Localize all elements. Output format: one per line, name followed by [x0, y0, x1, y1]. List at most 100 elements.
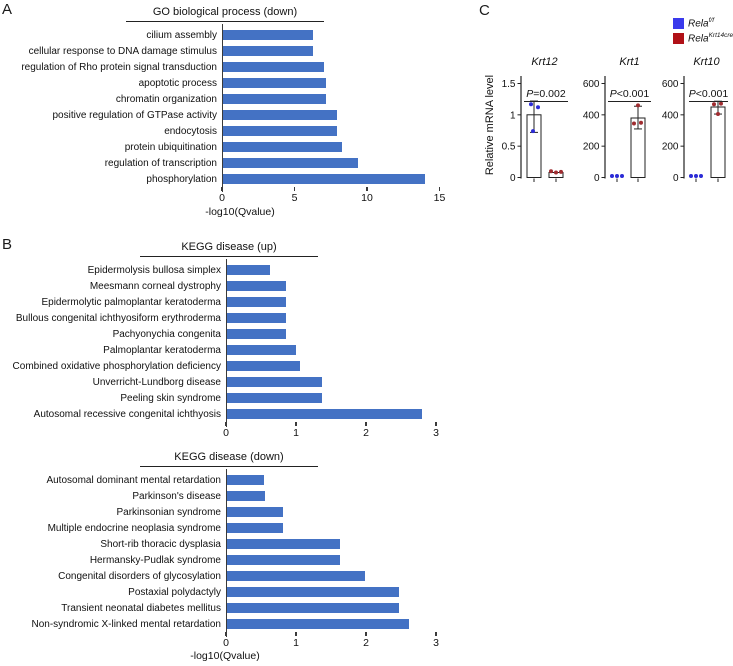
- bar-row: Palmoplantar keratoderma: [0, 342, 438, 358]
- bar-row: regulation of Rho protein signal transdu…: [0, 59, 442, 75]
- x-axis-tick-label: 5: [291, 192, 298, 204]
- bar-category-label: Parkinsonian syndrome: [116, 506, 222, 518]
- bar: [226, 555, 341, 565]
- mean-bar: [710, 106, 726, 178]
- panel-a-label: A: [2, 1, 13, 18]
- legend-swatch: [673, 32, 684, 44]
- bar-row: Non-syndromic X-linked mental retardatio…: [0, 616, 438, 632]
- go-down-x-axis: 0 5 10 15: [0, 187, 460, 209]
- bar-track: [222, 27, 442, 43]
- y-axis-tick-label: 0: [673, 173, 679, 184]
- bar-track: [226, 342, 438, 358]
- bar: [226, 539, 341, 549]
- bar-row: chromatin organization: [0, 91, 442, 107]
- x-axis-tick-label: 2: [363, 637, 369, 649]
- kegg-up-bar-rows: Epidermolysis bullosa simplex Meesmann co…: [0, 259, 438, 427]
- bar-track: [226, 326, 438, 342]
- bar-category-label: cilium assembly: [146, 29, 217, 41]
- bar-category-label: Epidermolytic palmoplantar keratoderma: [41, 296, 221, 308]
- x-axis-tick: [225, 422, 227, 426]
- bar-track: [226, 504, 438, 520]
- data-point: [559, 169, 563, 174]
- bar-row: Epidermolytic palmoplantar keratoderma: [0, 294, 438, 310]
- bar: [226, 475, 264, 485]
- bar-row: protein ubiquitination: [0, 139, 442, 155]
- bar-category-label: positive regulation of GTPase activity: [52, 109, 217, 121]
- bar-category-label: Parkinson's disease: [132, 490, 221, 502]
- bar: [222, 78, 327, 88]
- subplot-title-krt1: Krt1: [619, 56, 640, 68]
- bar-row: cilium assembly: [0, 27, 442, 43]
- chart-title-go-down: GO biological process (down): [126, 6, 324, 22]
- bar-category-label: chromatin organization: [115, 93, 217, 105]
- y-axis-tick-label: 600: [662, 79, 679, 90]
- bar-track: [222, 91, 442, 107]
- data-point: [694, 174, 698, 178]
- data-point: [536, 105, 540, 110]
- y-axis-tick-label: 400: [662, 110, 679, 121]
- x-axis-tick: [435, 632, 437, 636]
- bar: [222, 46, 314, 56]
- y-axis-tick-label: 0: [594, 173, 600, 184]
- bar: [226, 345, 296, 355]
- bar: [226, 523, 284, 533]
- y-axis-tick-label: 0.5: [502, 142, 516, 153]
- x-axis-tick-label: 15: [433, 192, 446, 204]
- bar: [226, 603, 399, 613]
- bar-category-label: Hermansky-Pudlak syndrome: [89, 554, 221, 566]
- panel-b-label: B: [2, 236, 13, 253]
- bar-row: Multiple endocrine neoplasia syndrome: [0, 520, 438, 536]
- bar-track: [222, 59, 442, 75]
- x-axis-tick-label: 1: [293, 427, 299, 439]
- x-axis-tick-label: 0: [223, 637, 229, 649]
- legend-item: RelaKrt14cre: [673, 32, 733, 45]
- p-value-symbol: P: [610, 88, 617, 100]
- bar: [222, 174, 425, 184]
- bar-category-label: Combined oxidative phosphorylation defic…: [12, 360, 221, 372]
- x-axis-tick-label: 0: [219, 192, 225, 204]
- x-axis-tick-label: 10: [361, 192, 373, 204]
- bar-row: Transient neonatal diabetes mellitus: [0, 600, 438, 616]
- bar-category-label: Short-rib thoracic dysplasia: [100, 538, 221, 550]
- bar-row: Postaxial polydactyly: [0, 584, 438, 600]
- bar-category-label: protein ubiquitination: [124, 141, 217, 153]
- bar-row: Bullous congenital ichthyosiform erythro…: [0, 310, 438, 326]
- bar-track: [226, 262, 438, 278]
- bar-track: [226, 278, 438, 294]
- bar-category-label: regulation of transcription: [104, 157, 217, 169]
- bar-track: [226, 536, 438, 552]
- bar-category-label: Non-syndromic X-linked mental retardatio…: [31, 618, 221, 630]
- bar-track: [226, 472, 438, 488]
- x-axis-tick: [438, 187, 441, 191]
- data-point: [554, 170, 558, 175]
- panel-c-label: C: [479, 2, 491, 19]
- x-axis-tick: [365, 422, 367, 426]
- y-axis-tick-label: 200: [662, 142, 679, 153]
- bar-category-label: Peeling skin syndrome: [120, 392, 221, 404]
- bar-row: Parkinsonian syndrome: [0, 504, 438, 520]
- bar-track: [226, 406, 438, 422]
- bar-row: Pachyonychia congenita: [0, 326, 438, 342]
- bar-category-label: endocytosis: [164, 125, 217, 137]
- bar: [226, 507, 283, 517]
- bar-category-label: Autosomal recessive congenital ichthyosi…: [33, 408, 221, 420]
- bar-track: [222, 139, 442, 155]
- bar: [222, 62, 324, 72]
- data-point: [529, 102, 533, 107]
- bar-row: Unverricht-Lundborg disease: [0, 374, 438, 390]
- bar-track: [226, 358, 438, 374]
- y-axis-line: [226, 469, 228, 637]
- y-axis-tick-label: 1.5: [502, 79, 516, 90]
- bar: [222, 94, 327, 104]
- y-axis-tick-label: 200: [583, 142, 600, 153]
- x-axis-tick: [365, 632, 367, 636]
- bar-track: [226, 488, 438, 504]
- kegg-down-x-axis-label: -log10(Qvalue): [190, 650, 260, 662]
- bar-category-label: Pachyonychia congenita: [112, 328, 221, 340]
- subplot-krt1: Krt1 0 200 400 600 P<0.001: [578, 56, 658, 200]
- data-point: [712, 102, 716, 107]
- legend-label-superscript: f/f: [708, 17, 714, 24]
- subplot-title-krt12: Krt12: [531, 56, 558, 68]
- data-point: [632, 121, 636, 126]
